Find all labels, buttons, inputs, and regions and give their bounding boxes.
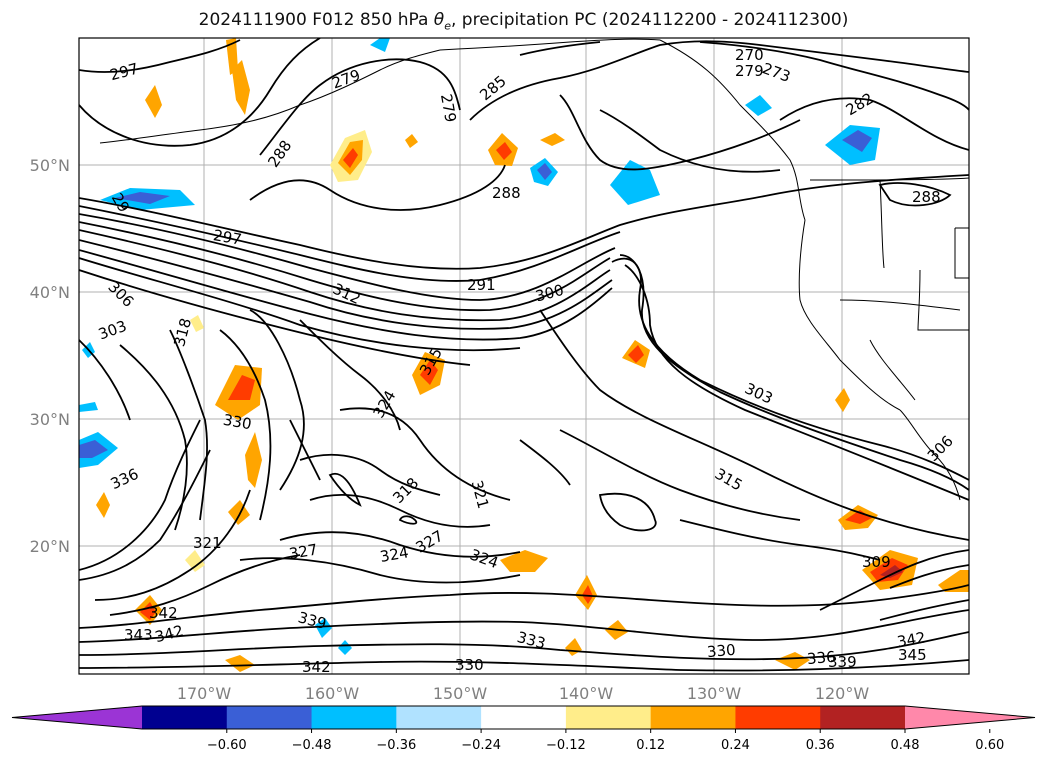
map-body: 297 279 279 285 270 279 273 282 288 288 …: [79, 38, 969, 676]
colorbar-segment: [226, 706, 313, 729]
contour-label: 288: [492, 184, 521, 202]
colorbar-segment: [481, 706, 567, 729]
colorbar-label: 0.12: [636, 738, 665, 753]
lon-tick: 170°W: [177, 684, 232, 703]
theta-e-contours: [79, 38, 969, 672]
lon-tick: 140°W: [559, 684, 614, 703]
contour-label: 343: [124, 626, 153, 644]
colorbar-label: −0.60: [207, 738, 247, 753]
contour-label: 279: [735, 62, 764, 80]
colorbar-segment: [735, 706, 821, 729]
lon-tick: 120°W: [815, 684, 870, 703]
lon-tick-labels: 170°W 160°W 150°W 140°W 130°W 120°W: [177, 684, 870, 703]
contour-label: 270: [735, 46, 764, 64]
colorbar-segment: [396, 706, 482, 729]
contour-label: 291: [467, 276, 496, 294]
lat-tick: 40°N: [30, 283, 70, 302]
contour-label: 309: [862, 553, 891, 571]
lon-tick: 130°W: [687, 684, 742, 703]
coastlines: [99, 38, 969, 501]
contour-label: 288: [912, 188, 941, 206]
colorbar-outline: [11, 705, 1036, 730]
contour-label: 279: [437, 92, 460, 123]
colorbar-label: −0.12: [546, 738, 586, 753]
contour-label: 330: [455, 656, 484, 674]
colorbar-segment: [142, 706, 228, 729]
lat-tick-labels: 50°N 40°N 30°N 20°N: [30, 156, 70, 556]
colorbar-label: 0.24: [721, 738, 750, 753]
colorbar-label: −0.48: [292, 738, 332, 753]
colorbar-label: 0.60: [975, 738, 1004, 753]
contour-label: 330: [706, 641, 736, 661]
colorbar-segment: [311, 706, 397, 729]
lat-tick: 50°N: [30, 156, 70, 175]
lon-tick: 150°W: [433, 684, 488, 703]
contour-label: 339: [828, 653, 857, 671]
contour-label: 327: [288, 540, 319, 563]
colorbar-segment: [565, 706, 652, 729]
colorbar-extend-high: [905, 706, 1035, 729]
colorbar-label: 0.48: [891, 738, 920, 753]
contour-label: 336: [806, 648, 836, 668]
colorbar-label: −0.36: [376, 738, 416, 753]
map-background: [79, 38, 969, 674]
colorbar-extend-low: [12, 706, 142, 729]
colorbar-label: −0.24: [461, 738, 501, 753]
contour-label: 321: [193, 534, 222, 552]
precip-fills: [79, 38, 969, 672]
colorbar-segment: [820, 706, 906, 729]
map-frame: [78, 37, 970, 675]
lon-tick: 160°W: [305, 684, 360, 703]
colorbar-label: 0.36: [806, 738, 835, 753]
contour-label: 297: [212, 226, 243, 249]
colorbar: −0.60 −0.48 −0.36 −0.24 −0.12 0.12 0.24 0.36 0.4…: [11, 705, 1036, 753]
map-title: 2024111900 F012 850 hPa θe, precipitatio…: [198, 10, 849, 33]
lat-tick: 20°N: [30, 537, 70, 556]
lat-tick: 30°N: [30, 410, 70, 429]
contour-label: 342: [302, 658, 331, 676]
colorbar-segment: [650, 706, 736, 729]
contour-label: 342: [149, 604, 178, 622]
contour-label: 324: [379, 543, 410, 566]
contour-label: 330: [222, 411, 253, 434]
contour-label: 345: [898, 646, 927, 664]
contour-label: 342: [896, 628, 927, 651]
